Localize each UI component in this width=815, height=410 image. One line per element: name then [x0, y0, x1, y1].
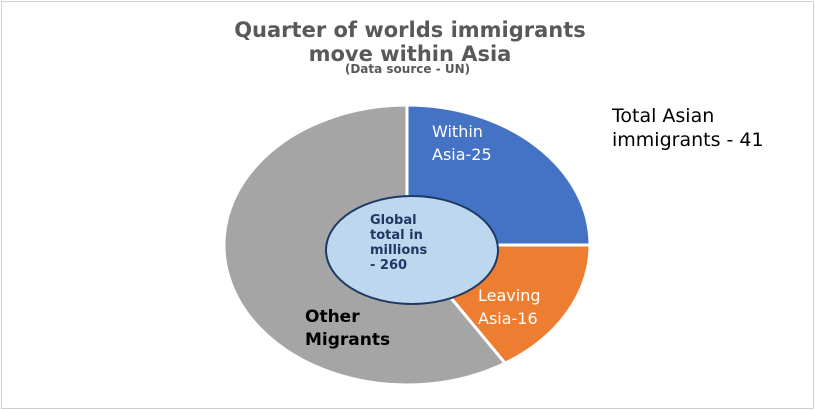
annotation-total-asian: Total Asian immigrants - 41	[612, 105, 764, 151]
center-label: Global total in millions - 260	[370, 213, 428, 273]
slice-label-1: Within Asia-25	[432, 122, 492, 164]
center-circle	[325, 195, 499, 305]
slice-label-2: Leaving Asia-16	[478, 286, 541, 328]
chart-subtitle: (Data source - UN)	[344, 62, 471, 76]
slice-label-3: Other Migrants	[305, 307, 390, 350]
chart-title: Quarter of worlds immigrants move within…	[234, 18, 586, 66]
